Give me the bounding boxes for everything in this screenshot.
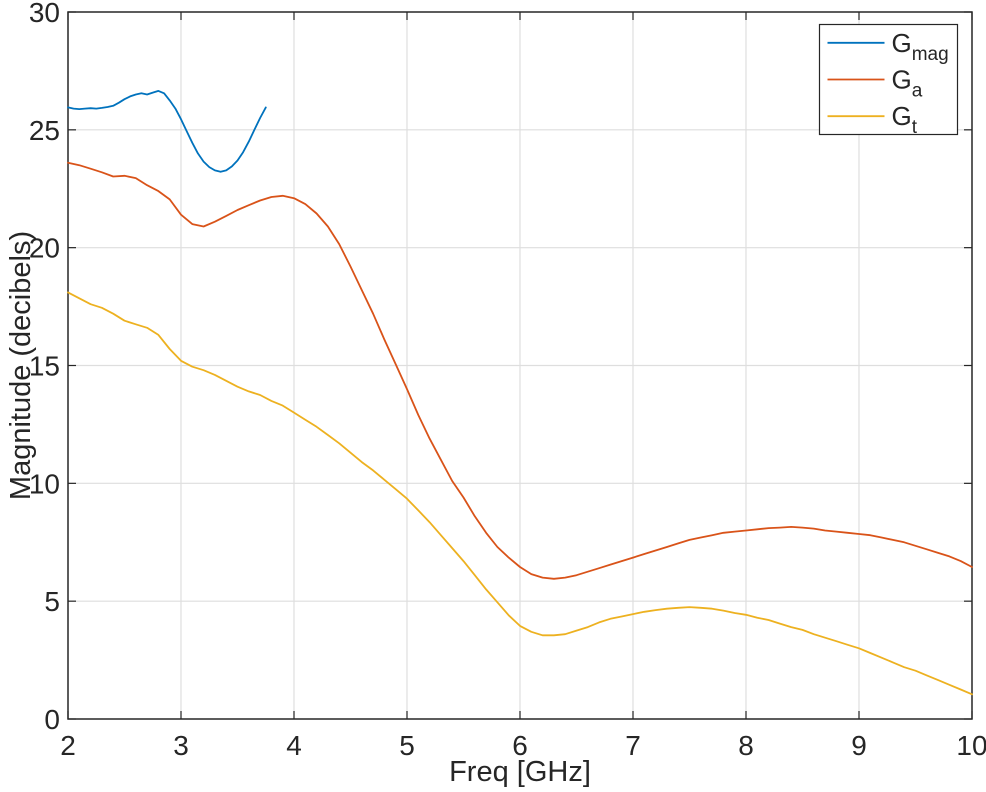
y-tick-label-5: 5 [44, 586, 60, 617]
x-tick-label-7: 7 [625, 730, 641, 761]
y-tick-label-20: 20 [29, 233, 60, 264]
x-tick-label-6: 6 [512, 730, 528, 761]
legend-label-G_mag: Gmag [892, 28, 949, 65]
x-tick-label-10: 10 [956, 730, 986, 761]
y-axis-label: Magnitude (decibels) [5, 231, 37, 500]
x-tick-label-5: 5 [399, 730, 415, 761]
legend-label-G_a: Ga [892, 65, 923, 102]
x-tick-label-2: 2 [60, 730, 76, 761]
series-line-G_t [67, 291, 973, 696]
legend-label-G_t: Gt [892, 101, 918, 138]
series-line-G_a [67, 161, 973, 580]
x-tick-label-8: 8 [738, 730, 754, 761]
x-tick-label-4: 4 [286, 730, 302, 761]
y-tick-label-15: 15 [29, 351, 60, 382]
x-axis-label: Freq [GHz] [449, 756, 591, 788]
y-tick-label-30: 30 [29, 0, 60, 28]
y-tick-label-0: 0 [44, 704, 60, 735]
x-tick-label-3: 3 [173, 730, 189, 761]
tick-labels: 2 3 4 5 6 7 8 9 10 0 5 10 15 20 25 30 [29, 0, 986, 761]
grid-lines [68, 12, 972, 719]
series-line-G_mag [67, 90, 267, 173]
y-tick-label-25: 25 [29, 115, 60, 146]
data-series [67, 90, 973, 696]
axes-box [67, 11, 973, 720]
y-tick-label-10: 10 [29, 468, 60, 499]
x-tick-label-9: 9 [851, 730, 867, 761]
